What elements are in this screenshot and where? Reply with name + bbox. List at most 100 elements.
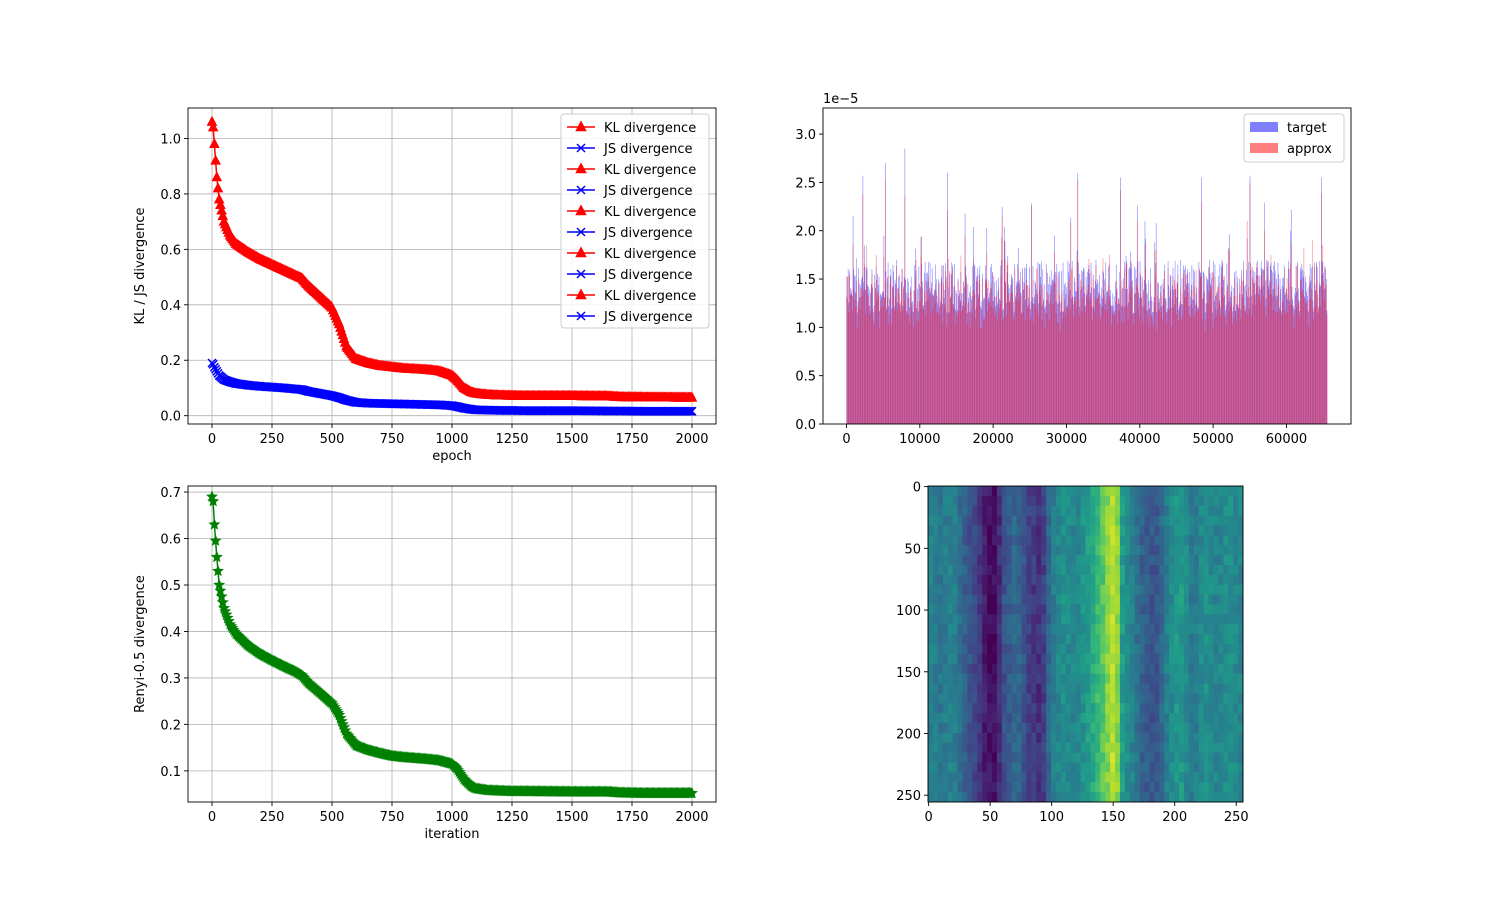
heatmap-cell bbox=[1036, 693, 1042, 704]
legend-item: approx bbox=[1250, 142, 1332, 157]
heatmap-cell bbox=[947, 634, 954, 645]
heatmap-cell bbox=[1154, 565, 1160, 576]
heatmap-cell bbox=[991, 624, 998, 635]
heatmap-cell bbox=[967, 535, 973, 546]
heatmap-cell bbox=[1154, 762, 1160, 773]
heatmap-cell bbox=[1238, 495, 1244, 507]
heatmap-cell bbox=[1011, 555, 1017, 566]
heatmap-cell bbox=[1134, 545, 1141, 556]
approx-bar bbox=[900, 301, 901, 424]
heatmap-cell bbox=[1031, 525, 1037, 536]
heatmap-cell bbox=[1011, 565, 1017, 576]
approx-bar bbox=[996, 295, 997, 424]
heatmap-cell bbox=[991, 505, 998, 517]
approx-bar bbox=[1165, 301, 1167, 424]
approx-bar bbox=[1314, 266, 1315, 424]
heatmap-cell bbox=[1016, 555, 1022, 566]
heatmap-cell bbox=[1051, 486, 1057, 497]
heatmap-cell bbox=[972, 782, 978, 793]
heatmap-cell bbox=[928, 644, 934, 655]
heatmap-cell bbox=[1154, 713, 1160, 724]
y-tick-label: 0.1 bbox=[160, 765, 181, 780]
approx-bar bbox=[994, 296, 995, 424]
approx-bar bbox=[1097, 297, 1099, 424]
heatmap-cell bbox=[928, 565, 934, 576]
heatmap-cell bbox=[952, 614, 958, 625]
heatmap-cell bbox=[1218, 772, 1224, 783]
approx-bar bbox=[918, 284, 920, 424]
heatmap-cell bbox=[1021, 525, 1027, 536]
heatmap-cell bbox=[1041, 525, 1047, 536]
heatmap-cell bbox=[1006, 673, 1013, 684]
heatmap-cell bbox=[1110, 732, 1116, 744]
heatmap-cell bbox=[1095, 644, 1101, 655]
heatmap-cell bbox=[1070, 693, 1077, 704]
heatmap-cell bbox=[1119, 653, 1126, 665]
heatmap-cell bbox=[967, 663, 973, 675]
heatmap-cell bbox=[1129, 545, 1136, 556]
heatmap-cell bbox=[1115, 584, 1121, 596]
approx-bar bbox=[925, 315, 927, 424]
approx-bar bbox=[1156, 330, 1158, 424]
approx-bar bbox=[884, 298, 885, 424]
heatmap-cell bbox=[1169, 486, 1175, 497]
heatmap-cell bbox=[1011, 713, 1017, 724]
heatmap-cell bbox=[1055, 772, 1062, 783]
heatmap-cell bbox=[1001, 525, 1008, 536]
heatmap-cell bbox=[962, 653, 968, 665]
heatmap-cell bbox=[937, 663, 944, 675]
heatmap-cell bbox=[1006, 634, 1013, 645]
approx-bar bbox=[955, 312, 957, 424]
heatmap-cell bbox=[1001, 584, 1008, 596]
approx-bar bbox=[1293, 314, 1294, 424]
heatmap-cell bbox=[1188, 663, 1195, 675]
heatmap-cell bbox=[1016, 713, 1022, 724]
heatmap-cell bbox=[1119, 732, 1126, 744]
approx-bar bbox=[1312, 308, 1314, 424]
heatmap-cell bbox=[1075, 782, 1081, 793]
heatmap-cell bbox=[982, 644, 988, 655]
heatmap-cell bbox=[1110, 525, 1116, 536]
heatmap-cell bbox=[1159, 505, 1165, 517]
heatmap-cell bbox=[1213, 653, 1219, 665]
heatmap-cell bbox=[1179, 535, 1185, 546]
heatmap-cell bbox=[1110, 723, 1116, 734]
approx-bar bbox=[901, 282, 902, 424]
heatmap-cell bbox=[1031, 683, 1037, 694]
heatmap-cell bbox=[991, 683, 998, 694]
heatmap-cell bbox=[982, 732, 988, 744]
heatmap-cell bbox=[1149, 752, 1155, 763]
heatmap-cell bbox=[1203, 703, 1209, 714]
approx-bar bbox=[1278, 284, 1279, 424]
approx-bar bbox=[882, 305, 884, 424]
heatmap-cell bbox=[1095, 545, 1101, 556]
heatmap-cell bbox=[1164, 584, 1170, 596]
heatmap-cell bbox=[1075, 565, 1081, 576]
heatmap-cell bbox=[1179, 614, 1185, 625]
heatmap-cell bbox=[1055, 505, 1062, 517]
heatmap-cell bbox=[1080, 653, 1086, 665]
heatmap-cell bbox=[1144, 732, 1150, 744]
heatmap-cell bbox=[1193, 515, 1200, 526]
heatmap-cell bbox=[1154, 782, 1160, 793]
heatmap-cell bbox=[1110, 693, 1116, 704]
heatmap-cell bbox=[1198, 574, 1205, 586]
heatmap-cell bbox=[952, 555, 958, 566]
heatmap-cell bbox=[1080, 703, 1086, 714]
heatmap-cell bbox=[1105, 495, 1111, 507]
approx-bar bbox=[982, 320, 984, 424]
approx-bar bbox=[1210, 285, 1212, 424]
heatmap-cell bbox=[1021, 515, 1027, 526]
heatmap-cell bbox=[1223, 555, 1229, 566]
heatmap-cell bbox=[1115, 683, 1121, 694]
heatmap-cell bbox=[1055, 782, 1062, 793]
heatmap-cell bbox=[1095, 624, 1101, 635]
heatmap-cell bbox=[928, 673, 934, 684]
heatmap-cell bbox=[1080, 772, 1086, 783]
approx-bar bbox=[1018, 299, 1020, 424]
heatmap-cell bbox=[1115, 525, 1121, 536]
heatmap-cell bbox=[977, 555, 983, 566]
heatmap-cell bbox=[1001, 713, 1008, 724]
heatmap-cell bbox=[1036, 545, 1042, 556]
heatmap-cell bbox=[1085, 634, 1091, 645]
